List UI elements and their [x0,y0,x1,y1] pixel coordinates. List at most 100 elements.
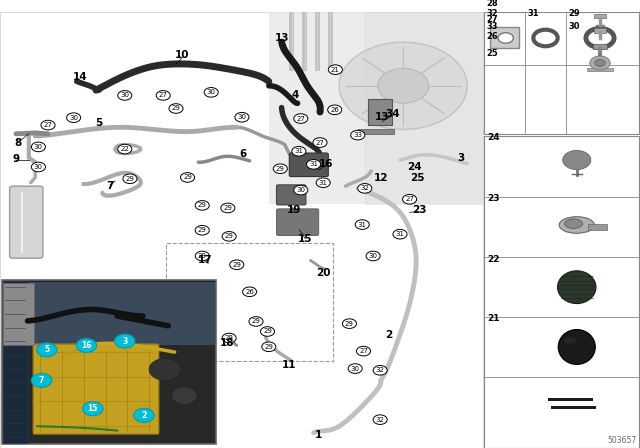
Text: 18: 18 [220,338,234,348]
Text: 23: 23 [412,205,426,215]
Text: 14: 14 [73,72,87,82]
Text: 22: 22 [487,254,500,264]
Circle shape [230,260,244,270]
Text: 30: 30 [69,115,78,121]
Circle shape [378,69,429,103]
Circle shape [342,319,356,328]
Circle shape [273,164,287,173]
FancyBboxPatch shape [365,12,483,204]
Text: 32: 32 [360,185,369,191]
Text: 9: 9 [12,154,20,164]
FancyBboxPatch shape [0,12,483,448]
FancyBboxPatch shape [3,345,215,443]
Circle shape [586,28,614,47]
Circle shape [358,184,372,193]
Circle shape [563,151,591,170]
Circle shape [262,342,276,352]
Text: 10: 10 [175,50,189,60]
Text: 25: 25 [486,48,498,57]
Circle shape [36,343,57,357]
FancyBboxPatch shape [594,28,607,33]
Text: 32: 32 [376,367,385,373]
Text: 29: 29 [223,205,232,211]
Circle shape [149,358,181,380]
FancyBboxPatch shape [595,13,605,18]
Text: 30: 30 [120,92,129,99]
Text: 29: 29 [198,227,207,233]
Text: 30: 30 [34,144,43,150]
Circle shape [195,225,209,235]
Text: 1: 1 [314,430,322,440]
Circle shape [195,251,209,261]
Circle shape [328,105,342,115]
Ellipse shape [558,330,595,364]
Circle shape [67,113,81,122]
Text: 29: 29 [276,166,285,172]
Text: 17: 17 [198,255,212,265]
Circle shape [316,178,330,187]
Circle shape [31,142,45,152]
FancyBboxPatch shape [3,281,28,443]
Circle shape [351,130,365,140]
FancyBboxPatch shape [10,186,43,258]
Circle shape [292,146,306,156]
Text: 34: 34 [385,109,399,119]
FancyBboxPatch shape [289,153,328,177]
Text: 12: 12 [374,173,388,183]
Text: 27: 27 [486,15,498,24]
Text: 4: 4 [292,90,300,100]
Text: 33: 33 [353,132,362,138]
Circle shape [590,56,611,70]
Text: 8: 8 [14,138,22,148]
Text: 16: 16 [81,341,92,350]
Text: 29: 29 [172,105,180,112]
Text: 24: 24 [487,134,500,142]
Circle shape [373,415,387,424]
Circle shape [348,364,362,373]
Circle shape [156,90,170,100]
Text: 15: 15 [298,234,312,245]
Circle shape [356,346,371,356]
Text: 3: 3 [122,336,127,345]
Circle shape [118,144,132,154]
Circle shape [313,138,327,147]
Ellipse shape [559,217,595,233]
Circle shape [498,33,513,43]
FancyBboxPatch shape [276,185,306,205]
Circle shape [294,185,308,195]
Text: 32: 32 [376,417,385,422]
Text: 29: 29 [198,253,207,259]
Text: 27: 27 [405,196,414,202]
Text: 29: 29 [225,233,234,239]
Text: 26: 26 [486,32,498,41]
Circle shape [249,317,263,326]
Text: 26: 26 [330,107,339,113]
Text: 31: 31 [396,231,404,237]
Circle shape [76,339,97,353]
Text: 26: 26 [245,289,254,295]
FancyBboxPatch shape [588,68,613,71]
Text: 2: 2 [385,330,393,340]
Circle shape [339,42,467,129]
Text: 29: 29 [183,174,192,181]
Polygon shape [551,406,596,409]
Circle shape [533,30,557,46]
Text: 31: 31 [528,9,540,18]
Text: 13: 13 [275,33,289,43]
FancyBboxPatch shape [2,280,216,444]
Text: 21: 21 [487,314,500,323]
FancyBboxPatch shape [3,283,34,345]
Text: 5: 5 [95,118,103,128]
FancyBboxPatch shape [490,27,519,48]
Text: 6: 6 [239,149,247,159]
Text: 29: 29 [568,9,580,18]
Circle shape [222,232,236,241]
Text: 21: 21 [331,67,340,73]
Text: 29: 29 [198,202,207,208]
Text: 30: 30 [207,89,216,95]
Circle shape [195,201,209,210]
Circle shape [243,287,257,297]
Circle shape [403,194,417,204]
Text: 27: 27 [44,122,52,128]
Text: 22: 22 [120,146,129,152]
